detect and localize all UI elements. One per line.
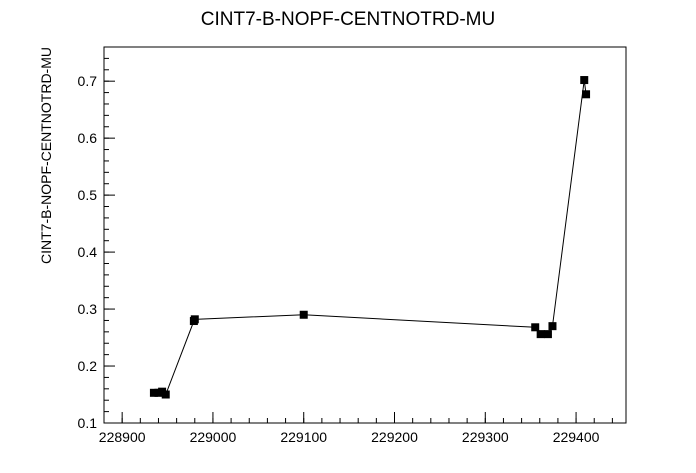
data-point-marker	[531, 323, 540, 332]
y-tick-label: 0.7	[78, 73, 98, 89]
data-point-marker	[582, 90, 591, 99]
x-tick-label: 229400	[553, 429, 600, 445]
y-tick-label: 0.1	[78, 415, 98, 431]
x-tick-label: 229300	[462, 429, 509, 445]
axes-layer: 0.1 0.2 0.3 0.4 0.5 0.6 0.7 228900 229000 229100 2…	[78, 46, 613, 445]
plot-frame	[103, 46, 627, 424]
data-point-marker	[548, 322, 557, 331]
y-tick-label: 0.6	[78, 130, 98, 146]
data-point-marker	[161, 390, 170, 399]
y-tick-label: 0.2	[78, 358, 98, 374]
data-point-marker	[580, 76, 589, 85]
chart-title: CINT7-B-NOPF-CENTNOTRD-MU	[201, 9, 495, 30]
x-tick-label: 229000	[190, 429, 237, 445]
data-point-marker	[149, 388, 158, 397]
y-tick-label: 0.5	[78, 187, 98, 203]
x-tick-label: 229100	[280, 429, 327, 445]
y-tick-label: 0.4	[78, 244, 98, 260]
data-point-marker	[543, 330, 552, 339]
data-point-marker	[536, 330, 545, 339]
x-tick-label: 228900	[99, 429, 146, 445]
y-axis-title: CINT7-B-NOPF-CENTNOTRD-MU	[38, 47, 54, 264]
series-layer	[149, 76, 591, 399]
data-point-marker	[299, 310, 308, 319]
series-line	[153, 79, 587, 396]
data-point-marker	[190, 315, 199, 324]
x-tick-label: 229200	[371, 429, 418, 445]
y-tick-label: 0.3	[78, 301, 98, 317]
